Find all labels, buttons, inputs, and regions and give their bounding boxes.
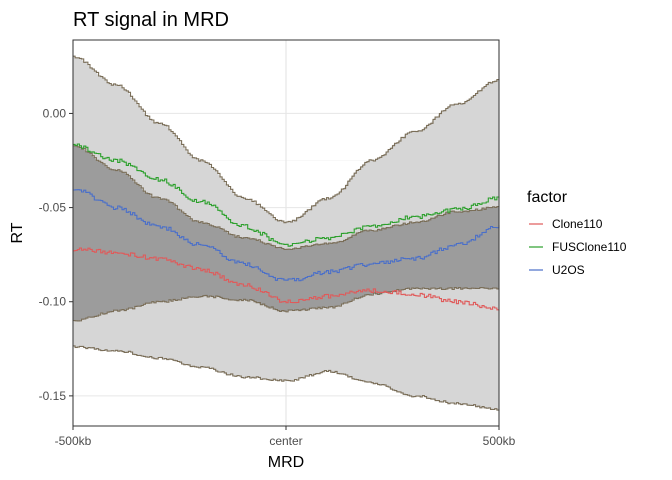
confidence-bands [73,55,500,411]
legend-title: factor [527,189,568,206]
series-lines [73,143,500,311]
y-tick-label: -0.10 [39,295,67,309]
x-tick-label: center [269,434,302,448]
x-tick-label: 500kb [483,434,516,448]
band-inner-clone110 [73,145,499,321]
y-tick-label: -0.05 [39,201,67,215]
legend: factor Clone110 FUSClone110 U2OS [527,189,627,279]
legend-label-u2os: U2OS [552,263,585,277]
y-tick-label: 0.00 [43,106,67,120]
y-axis-title: RT [9,222,26,243]
band-edge [73,345,500,411]
y-tick-label: -0.15 [39,389,67,403]
x-tick-label: -500kb [55,434,92,448]
series-line-u2os [73,189,500,282]
legend-label-fusclone110: FUSClone110 [552,240,627,254]
band-edge [73,145,500,251]
series-line-fusclone110 [73,143,500,247]
chart-title: RT signal in MRD [73,9,229,31]
band-edge [73,55,500,224]
plot-panel [72,39,500,427]
legend-label-clone110: Clone110 [552,217,603,231]
x-axis: -500kb center 500kb [55,426,516,448]
series-line-clone110 [73,247,500,311]
band-edge [73,286,500,322]
y-axis: 0.00 -0.05 -0.10 -0.15 [39,106,73,403]
band-outer-clone110 [73,56,499,411]
x-axis-title: MRD [268,454,304,471]
